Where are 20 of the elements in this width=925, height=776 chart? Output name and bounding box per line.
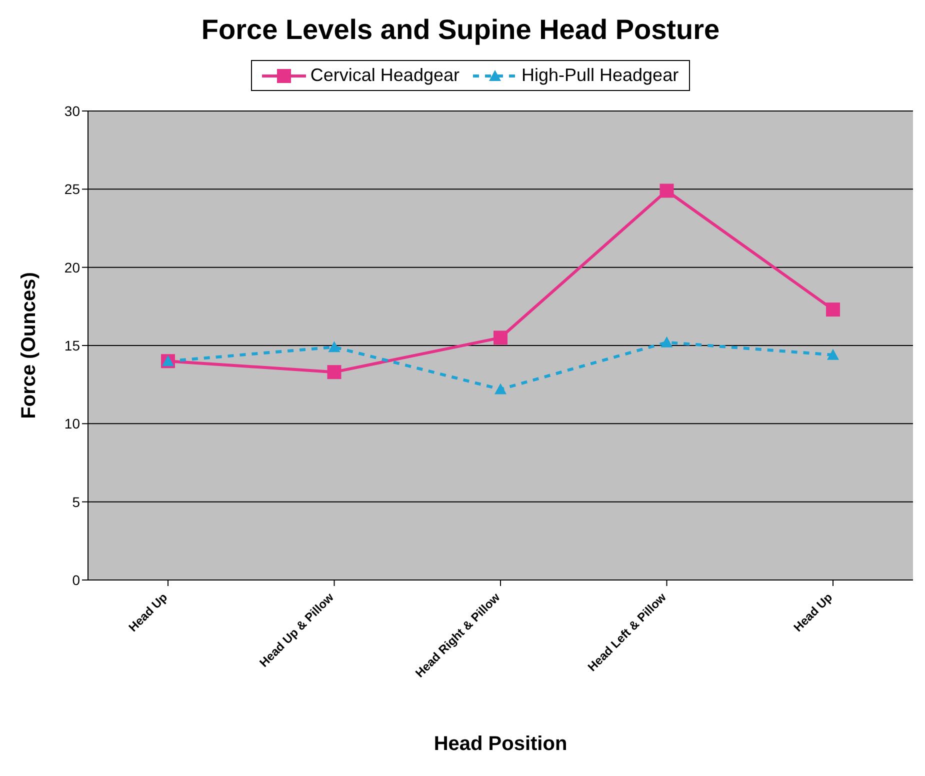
point <box>826 302 840 317</box>
legend-label: Cervical Headgear <box>310 65 460 86</box>
y-tick-label: 10 <box>64 416 80 432</box>
y-tick-label: 25 <box>64 181 80 198</box>
point <box>827 348 839 360</box>
point <box>494 383 506 394</box>
y-axis-title: Force (Ounces) <box>18 272 40 419</box>
chart-title: Force Levels and Supine Head Posture <box>200 14 721 46</box>
point <box>494 330 508 345</box>
y-tick-label: 0 <box>72 572 80 588</box>
point <box>660 336 673 348</box>
x-axis-title: Head Position <box>434 733 568 755</box>
point <box>328 341 340 352</box>
legend-label: High-Pull Headgear <box>521 65 679 86</box>
y-tick-label: 5 <box>72 494 80 510</box>
y-tick-label: 15 <box>64 337 80 354</box>
point <box>660 184 674 198</box>
point <box>327 365 342 380</box>
y-tick-label: 30 <box>64 102 80 119</box>
y-tick-label: 20 <box>64 259 80 276</box>
